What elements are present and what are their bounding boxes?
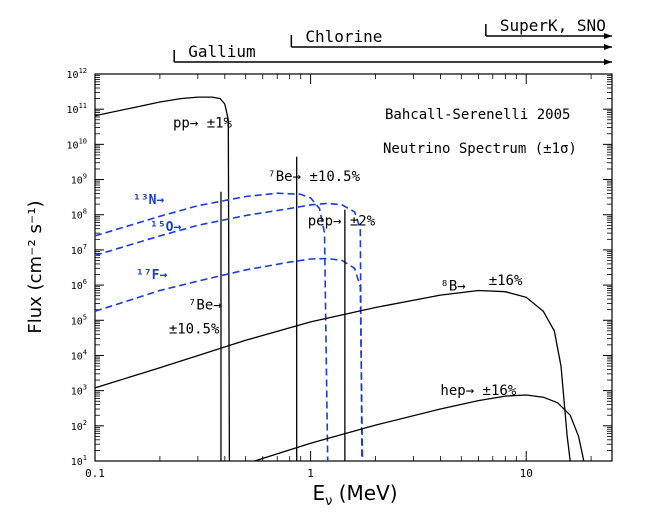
y-tick-base: 10 xyxy=(71,176,83,187)
y-tick-label: 108 xyxy=(71,208,87,222)
y-tick-label: 1011 xyxy=(67,102,87,116)
y-tick-base: 10 xyxy=(67,105,79,116)
y-tick-exp: 6 xyxy=(83,278,87,286)
annotation-label: pep→ ±2% xyxy=(308,213,376,229)
annotations: pp→ ±1% ⁷Be→ ±10.5% pep→ ±2% ¹³N→ ¹⁵O→ ¹⁷F→ ⁷B… xyxy=(133,116,523,399)
annotation-label: ⁸B→ xyxy=(440,279,465,295)
annotation-label: ⁷Be→ xyxy=(188,298,222,314)
y-tick-exp: 12 xyxy=(79,67,87,75)
annotation-label: hep→ ±16% xyxy=(440,383,516,399)
spectrum-series xyxy=(94,96,585,462)
y-tick-label: 107 xyxy=(71,243,87,257)
x-axis-label-sub: ν xyxy=(325,494,332,509)
detector-arrowhead xyxy=(604,59,612,65)
series-pp xyxy=(94,96,231,462)
y-tick-base: 10 xyxy=(71,281,83,292)
annotation-label: ¹⁷F→ xyxy=(136,268,167,283)
y-tick-exp: 10 xyxy=(79,137,87,145)
chart-subtitle: Neutrino Spectrum (±1σ) xyxy=(383,141,577,157)
y-tick-exp: 4 xyxy=(83,348,87,356)
detector-label-chlorine: Chlorine xyxy=(305,27,382,46)
x-tick-label: 1 xyxy=(307,467,314,480)
plot-frame xyxy=(94,73,613,462)
y-tick-label: 109 xyxy=(71,173,87,187)
y-tick-exp: 3 xyxy=(83,384,87,392)
y-tick-exp: 8 xyxy=(83,208,87,216)
y-tick-base: 10 xyxy=(71,351,83,362)
detector-threshold-bars: Gallium Chlorine SuperK, SNO xyxy=(173,16,612,65)
x-tick-label: 10 xyxy=(520,467,533,480)
annotation-label: ±10.5% xyxy=(169,322,220,338)
detector-label-superk-sno: SuperK, SNO xyxy=(500,16,606,35)
y-tick-label: 106 xyxy=(71,278,87,292)
y-tick-exp: 5 xyxy=(83,313,87,321)
y-tick-exp: 11 xyxy=(79,102,87,110)
y-tick-label: 102 xyxy=(71,419,87,433)
annotation-label: ¹⁵O→ xyxy=(150,220,181,235)
annotation-label: ¹³N→ xyxy=(133,193,164,208)
y-tick-exp: 7 xyxy=(83,243,87,251)
series-8b xyxy=(94,289,571,462)
detector-label-gallium: Gallium xyxy=(188,42,255,61)
y-axis-label: Flux (cm⁻² s⁻¹) xyxy=(25,200,46,333)
y-tick-base: 10 xyxy=(71,316,83,327)
y-tick-label: 1012 xyxy=(67,67,87,81)
x-axis-label: Eν (MeV) xyxy=(312,481,397,509)
y-tick-base: 10 xyxy=(67,140,79,151)
axis-ticks: 1011021031041051061071081091010101110120… xyxy=(67,67,612,480)
chart-title: Bahcall-Serenelli 2005 xyxy=(385,107,570,123)
annotation-label: ±16% xyxy=(489,273,523,289)
series-hep xyxy=(254,394,585,462)
y-tick-base: 10 xyxy=(67,70,79,81)
y-tick-base: 10 xyxy=(71,246,83,257)
y-tick-label: 103 xyxy=(71,384,87,398)
y-tick-label: 1010 xyxy=(67,137,87,151)
x-axis-label-units: (MeV) xyxy=(339,481,398,505)
line-sources xyxy=(220,156,346,461)
y-tick-base: 10 xyxy=(71,457,83,468)
x-tick-label: 0.1 xyxy=(85,467,105,480)
y-tick-base: 10 xyxy=(71,422,83,433)
y-tick-base: 10 xyxy=(71,211,83,222)
y-tick-exp: 2 xyxy=(83,419,87,427)
detector-arrowhead xyxy=(604,33,612,39)
y-tick-exp: 9 xyxy=(83,173,87,181)
x-axis-label-main: E xyxy=(312,481,325,505)
annotation-label: ⁷Be→ ±10.5% xyxy=(267,169,360,185)
series-17f xyxy=(94,257,364,462)
series-13n xyxy=(94,192,329,462)
annotation-label: pp→ ±1% xyxy=(173,116,233,132)
detector-arrowhead xyxy=(604,44,612,50)
series-15o xyxy=(94,202,363,462)
y-tick-label: 101 xyxy=(71,454,87,468)
y-tick-label: 104 xyxy=(71,348,87,362)
y-tick-label: 105 xyxy=(71,313,87,327)
y-tick-base: 10 xyxy=(71,387,83,398)
y-tick-exp: 1 xyxy=(83,454,87,462)
